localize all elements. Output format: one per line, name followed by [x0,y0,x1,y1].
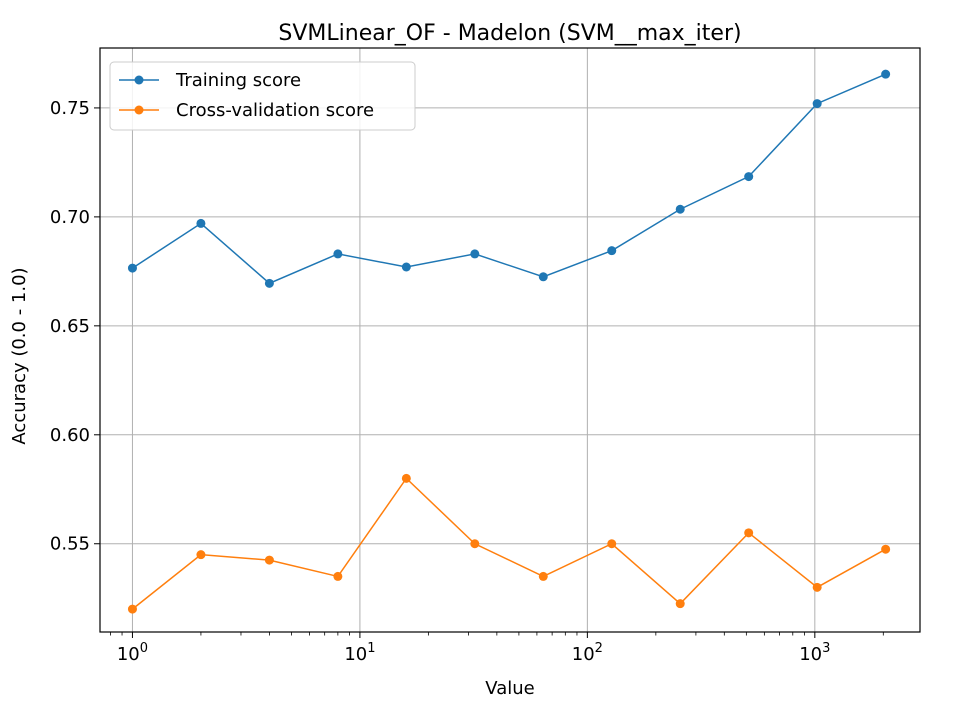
data-point [881,69,891,79]
legend-swatch-marker [134,75,144,85]
data-point [607,539,617,549]
data-point [264,278,274,288]
legend-swatch-marker [134,105,144,115]
data-point [607,246,617,256]
legend-box [109,61,416,131]
data-point [812,582,822,592]
data-point [127,604,137,614]
plot-frame [99,47,921,633]
data-point [744,172,754,182]
legend: Training score Cross-validation score [109,61,416,131]
x-tick-label: 100 [117,641,148,665]
data-point [401,262,411,272]
data-point [333,571,343,581]
y-axis-label: Accuracy (0.0 - 1.0) [9,267,30,444]
y-tick-label: 0.65 [50,316,90,337]
y-tick-label: 0.55 [50,534,90,555]
x-tick-exponent: 1 [367,641,375,656]
data-point [333,249,343,259]
x-tick-label: 103 [799,641,830,665]
data-point [538,571,548,581]
x-tick-base: 10 [117,644,140,665]
series-line [131,477,887,610]
data-point [401,473,411,483]
data-point [196,550,206,560]
data-point [470,249,480,259]
data-point [196,218,206,228]
data-point [881,544,891,554]
x-tick-label: 102 [572,641,603,665]
legend-label: Training score [175,70,301,91]
data-point [675,204,685,214]
data-point [744,528,754,538]
x-tick-exponent: 3 [822,641,830,656]
x-tick-base: 10 [799,644,822,665]
series-line [132,73,886,285]
data-point [538,272,548,282]
chart-title: SVMLinear_OF - Madelon (SVM__max_iter) [278,21,741,46]
data-point [264,555,274,565]
data-point [812,99,822,109]
y-tick-label: 0.75 [50,98,90,119]
x-axis-label: Value [485,678,534,699]
x-tick-exponent: 2 [595,641,603,656]
y-tick-label: 0.60 [50,425,90,446]
legend-label: Cross-validation score [176,100,374,121]
x-tick-exponent: 0 [140,641,148,656]
data-point [675,599,685,609]
x-tick-label: 101 [344,641,375,665]
x-tick-base: 10 [572,644,595,665]
y-tick-label: 0.70 [50,207,90,228]
data-point [470,539,480,549]
data-point [127,263,137,273]
x-tick-base: 10 [344,644,367,665]
